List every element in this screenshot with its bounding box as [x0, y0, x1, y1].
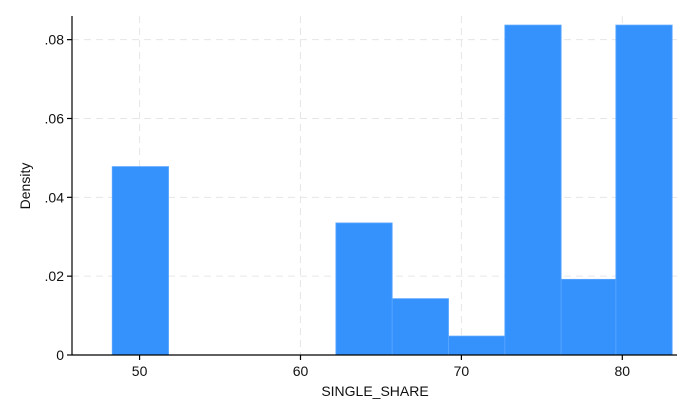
y-tick-label: .06	[45, 110, 65, 126]
bars-layer	[111, 24, 673, 356]
histogram-bar	[504, 24, 562, 356]
histogram-bar	[560, 278, 617, 356]
x-tick-label: 80	[615, 363, 631, 379]
histogram-bar	[111, 166, 169, 356]
histogram-bar	[335, 222, 393, 356]
y-tick-label: .02	[45, 268, 65, 284]
axes-layer	[71, 16, 677, 356]
y-tick-label: .04	[45, 189, 65, 205]
ticks-layer: 0 .02 .04 .06 .08 50 60 70 80	[45, 32, 631, 379]
x-tick-label: 70	[454, 363, 470, 379]
histogram-bar	[448, 335, 506, 356]
y-tick-label: 0	[56, 347, 64, 363]
x-tick-label: 60	[293, 363, 309, 379]
y-axis-title: Density	[17, 163, 33, 210]
y-tick-label: .08	[45, 32, 65, 48]
x-axis-title: SINGLE_SHARE	[321, 383, 428, 399]
x-tick-label: 50	[132, 363, 148, 379]
histogram-bar	[615, 24, 673, 356]
histogram-bar	[391, 298, 449, 356]
